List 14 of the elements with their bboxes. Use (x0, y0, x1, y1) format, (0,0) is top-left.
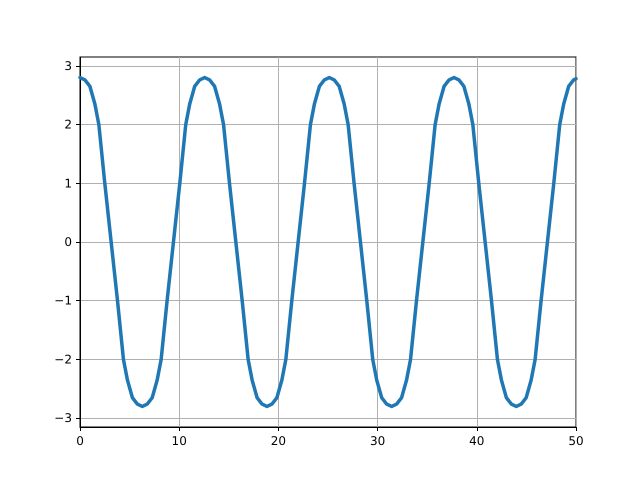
y-tick-label: 2 (64, 118, 72, 132)
y-tick-label: −3 (54, 411, 72, 426)
line-series (78, 76, 578, 408)
y-tick-label: −2 (54, 352, 72, 366)
y-tick-label: 3 (64, 58, 72, 73)
y-tick-label: 1 (64, 176, 72, 190)
x-tick-label: 30 (370, 434, 386, 448)
x-tick-label: 0 (76, 434, 84, 448)
y-tick-label: 0 (64, 235, 72, 249)
x-tick-label: 40 (469, 434, 484, 448)
x-tick-label: 20 (270, 434, 286, 448)
y-tick-label: −1 (54, 294, 72, 308)
x-tick-label: 10 (172, 434, 187, 448)
x-tick-label: 50 (568, 434, 584, 448)
